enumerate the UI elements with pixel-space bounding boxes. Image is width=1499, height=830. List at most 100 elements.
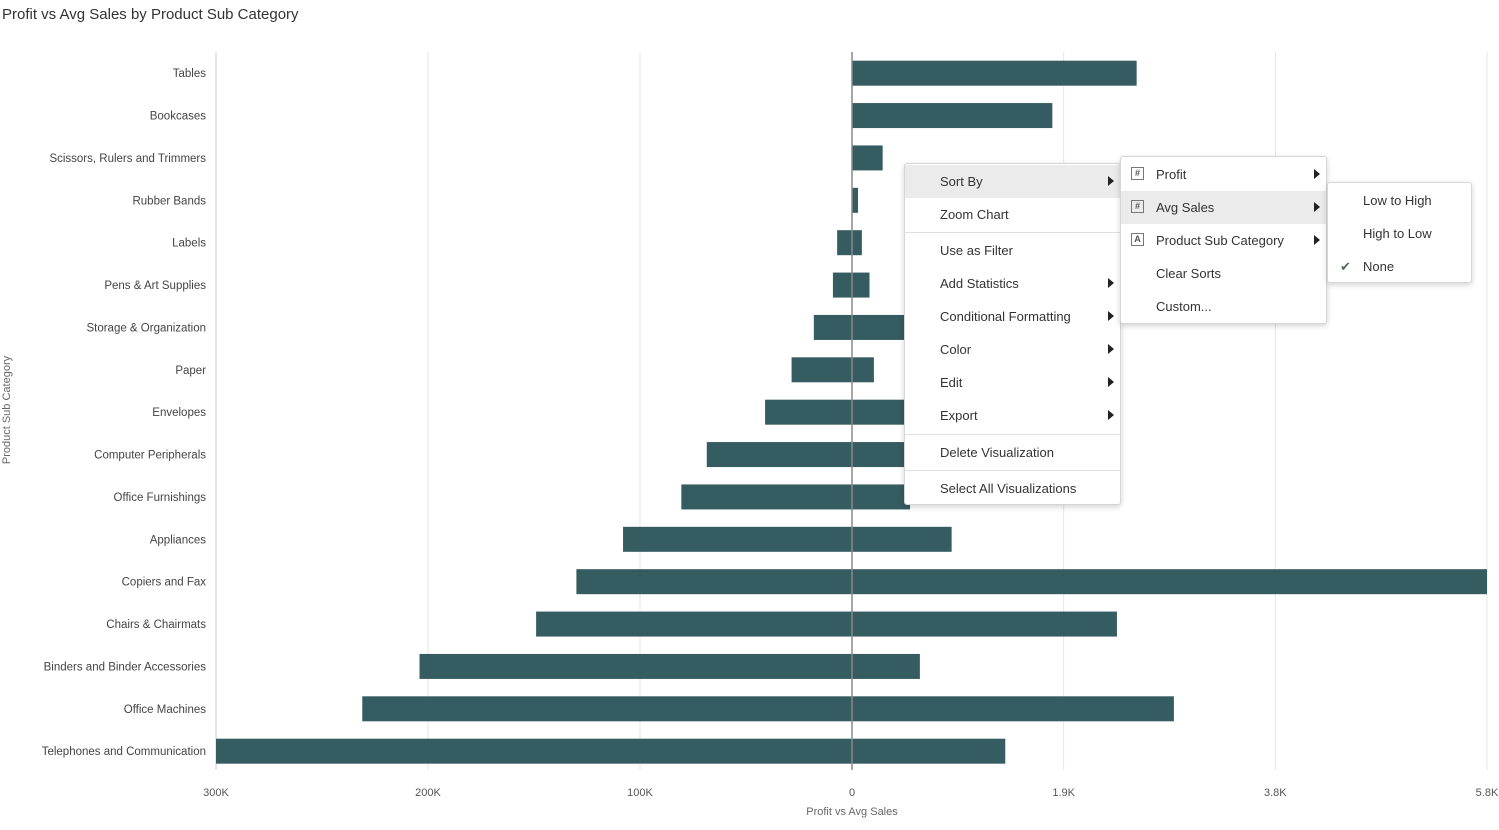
- chevron-right-icon: [1314, 235, 1320, 245]
- menu-item-zoom-chart[interactable]: Zoom Chart: [905, 198, 1120, 231]
- chevron-right-icon: [1108, 410, 1114, 420]
- menu-item-label: Delete Visualization: [940, 445, 1054, 460]
- menu-item-label: Conditional Formatting: [940, 309, 1071, 324]
- menu-item-edit[interactable]: Edit: [905, 366, 1120, 399]
- bar-avg-sales: [852, 357, 874, 383]
- category-label: Appliances: [150, 534, 207, 546]
- category-label: Labels: [172, 238, 206, 250]
- menu-item-label: High to Low: [1363, 226, 1432, 241]
- bar-avg-sales: [852, 526, 952, 552]
- category-label: Storage & Organization: [86, 322, 206, 334]
- menu-item-use-as-filter[interactable]: Use as Filter: [905, 234, 1120, 267]
- menu-item-label: Product Sub Category: [1156, 233, 1284, 248]
- numeric-field-icon: #: [1131, 167, 1144, 180]
- sort-item-custom[interactable]: Custom...: [1121, 290, 1326, 323]
- menu-item-label: Avg Sales: [1156, 200, 1215, 215]
- x-tick-label: 3.8K: [1264, 787, 1287, 799]
- category-label: Office Furnishings: [114, 492, 207, 504]
- check-icon: ✔: [1340, 259, 1351, 274]
- menu-item-label: None: [1363, 259, 1395, 274]
- category-label: Pens & Art Supplies: [104, 280, 206, 292]
- bar-profit: [765, 399, 852, 425]
- bar-avg-sales: [852, 187, 859, 213]
- category-label: Telephones and Communication: [42, 746, 206, 758]
- category-label: Chairs & Chairmats: [106, 619, 206, 631]
- category-label: Bookcases: [150, 111, 207, 123]
- menu-item-select-all-visualizations[interactable]: Select All Visualizations: [905, 472, 1120, 505]
- sort-item-avg-sales[interactable]: # Avg Sales: [1121, 191, 1326, 224]
- menu-item-label: Low to High: [1363, 193, 1432, 208]
- bar-profit: [216, 738, 852, 764]
- menu-item-label: Export: [940, 408, 978, 423]
- chevron-right-icon: [1314, 169, 1320, 179]
- bar-profit: [832, 272, 852, 298]
- menu-divider: [905, 434, 1120, 435]
- menu-item-label: Custom...: [1156, 299, 1212, 314]
- category-label: Envelopes: [152, 407, 206, 419]
- menu-item-export[interactable]: Export: [905, 399, 1120, 432]
- bar-avg-sales: [852, 484, 911, 510]
- bar-avg-sales: [852, 611, 1117, 637]
- context-menu: Sort By Zoom Chart Use as Filter Add Sta…: [904, 163, 1121, 505]
- chevron-right-icon: [1314, 202, 1320, 212]
- bar-avg-sales: [852, 314, 905, 340]
- category-label: Scissors, Rulers and Trimmers: [49, 153, 206, 165]
- bar-profit: [706, 442, 852, 468]
- menu-item-label: Edit: [940, 375, 963, 390]
- menu-item-delete-visualization[interactable]: Delete Visualization: [905, 436, 1120, 469]
- bar-profit: [681, 484, 852, 510]
- bar-profit: [623, 526, 852, 552]
- sort-item-product-sub-category[interactable]: A Product Sub Category: [1121, 224, 1326, 257]
- menu-item-label: Clear Sorts: [1156, 266, 1222, 281]
- chevron-right-icon: [1108, 311, 1114, 321]
- bar-avg-sales: [852, 230, 862, 256]
- bar-avg-sales: [852, 60, 1137, 86]
- menu-item-label: Profit: [1156, 167, 1187, 182]
- menu-item-label: Select All Visualizations: [940, 481, 1077, 496]
- menu-item-label: Sort By: [940, 174, 983, 189]
- x-axis-label: Profit vs Avg Sales: [806, 806, 898, 818]
- bar-profit: [837, 230, 852, 256]
- chevron-right-icon: [1108, 377, 1114, 387]
- menu-item-conditional-formatting[interactable]: Conditional Formatting: [905, 300, 1120, 333]
- x-tick-label: 1.9K: [1052, 787, 1075, 799]
- bar-avg-sales: [852, 272, 870, 298]
- category-label: Office Machines: [124, 704, 206, 716]
- menu-item-label: Use as Filter: [940, 243, 1013, 258]
- chevron-right-icon: [1108, 344, 1114, 354]
- menu-item-label: Zoom Chart: [940, 207, 1009, 222]
- sort-order-submenu: Low to High High to Low ✔ None: [1327, 182, 1472, 283]
- chevron-right-icon: [1108, 176, 1114, 186]
- bar-avg-sales: [852, 569, 1487, 595]
- chevron-right-icon: [1108, 278, 1114, 288]
- menu-item-sort-by[interactable]: Sort By: [905, 165, 1120, 198]
- x-tick-label: 100K: [627, 787, 653, 799]
- menu-item-add-statistics[interactable]: Add Statistics: [905, 267, 1120, 300]
- sort-item-clear-sorts[interactable]: Clear Sorts: [1121, 257, 1326, 290]
- menu-divider: [905, 232, 1120, 233]
- order-item-high-to-low[interactable]: High to Low: [1328, 217, 1471, 250]
- order-item-low-to-high[interactable]: Low to High: [1328, 184, 1471, 217]
- menu-divider: [905, 470, 1120, 471]
- category-label: Rubber Bands: [132, 195, 206, 207]
- menu-item-label: Add Statistics: [940, 276, 1019, 291]
- bar-profit: [362, 696, 852, 722]
- order-item-none[interactable]: ✔ None: [1328, 250, 1471, 283]
- category-label: Computer Peripherals: [94, 450, 206, 462]
- menu-item-color[interactable]: Color: [905, 333, 1120, 366]
- bar-profit: [576, 569, 852, 595]
- sort-by-submenu: # Profit # Avg Sales A Product Sub Categ…: [1120, 156, 1327, 324]
- category-label: Paper: [175, 365, 206, 377]
- numeric-field-icon: #: [1131, 200, 1144, 213]
- text-field-icon: A: [1131, 233, 1144, 246]
- bar-profit: [536, 611, 852, 637]
- sort-item-profit[interactable]: # Profit: [1121, 158, 1326, 191]
- bar-avg-sales: [852, 103, 1053, 129]
- bar-profit: [813, 314, 852, 340]
- bar-avg-sales: [852, 653, 920, 679]
- chart-title: Profit vs Avg Sales by Product Sub Categ…: [2, 6, 299, 23]
- category-label: Tables: [173, 68, 206, 80]
- category-label: Copiers and Fax: [122, 577, 207, 589]
- bar-avg-sales: [852, 738, 1006, 764]
